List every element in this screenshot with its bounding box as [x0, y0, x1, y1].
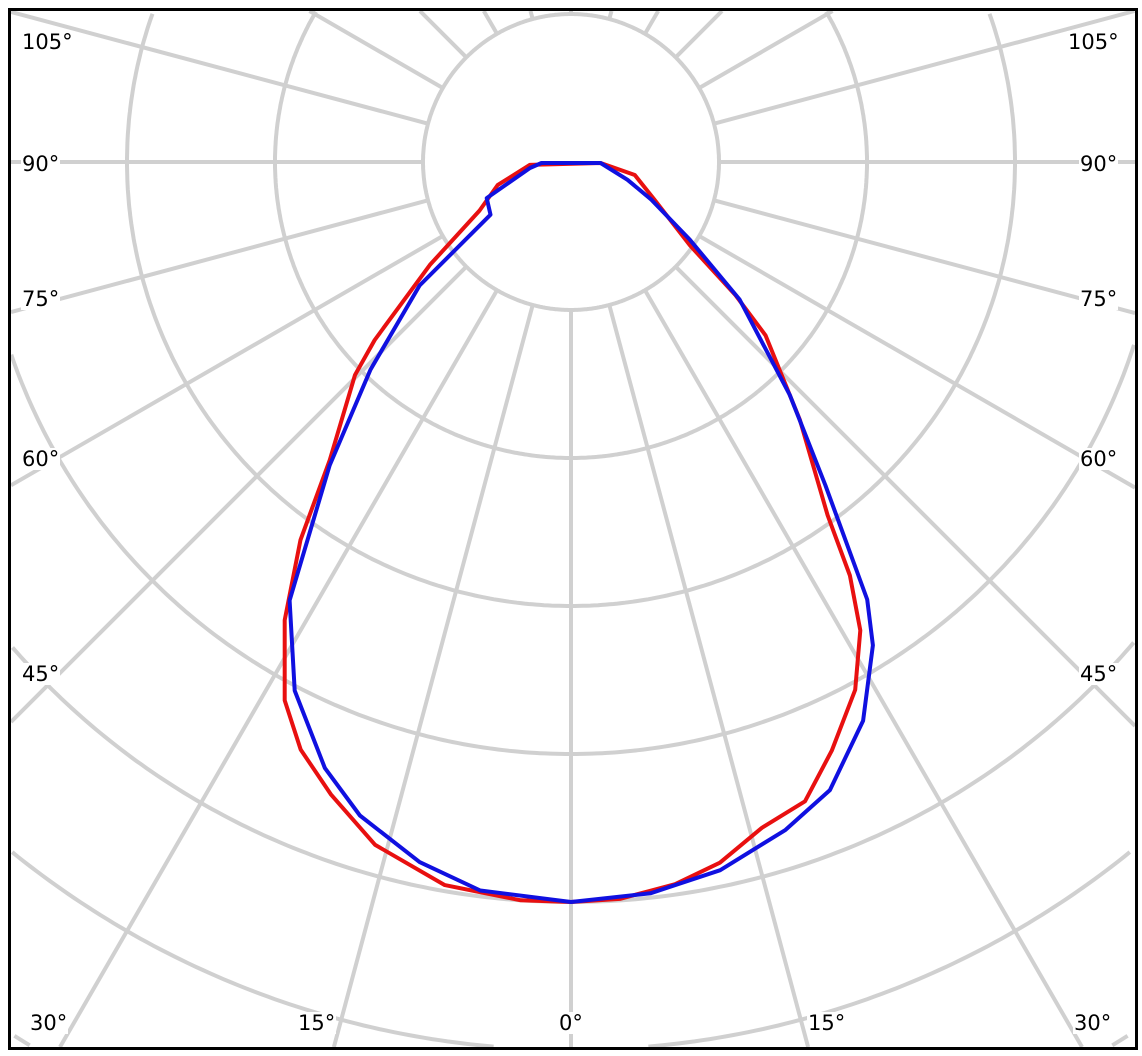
angle-label-right-45: 45°	[1079, 662, 1119, 686]
angle-label-right-75: 75°	[1079, 287, 1119, 311]
grid-spoke	[11, 265, 468, 724]
grid-spoke	[698, 11, 834, 90]
grid-spoke	[482, 11, 499, 35]
grid-spoke	[674, 11, 724, 59]
angle-label-left-60: 60°	[21, 447, 61, 471]
grid-ring	[125, 13, 1017, 608]
grid-spoke	[11, 11, 429, 126]
grid-spoke	[607, 304, 811, 1047]
angle-label-left-90: 90°	[21, 152, 61, 176]
angle-label-right-105: 105°	[1067, 30, 1120, 54]
series-curve-2	[287, 161, 875, 904]
grid-spoke	[418, 11, 468, 59]
angle-label-bottom-0: 0°	[558, 1011, 584, 1035]
grid-spoke	[713, 11, 1135, 126]
angle-label-left-75: 75°	[21, 287, 61, 311]
series-curve-1	[282, 161, 863, 904]
angle-label-bottom-15-left: 15°	[297, 1011, 337, 1035]
angle-label-left-105: 105°	[21, 30, 74, 54]
grid-spoke	[11, 198, 429, 315]
angle-label-bottom-30-right: 30°	[1073, 1011, 1113, 1035]
grid-spoke	[713, 198, 1135, 316]
grid-spoke	[331, 304, 535, 1047]
angle-label-bottom-15-right: 15°	[807, 1011, 847, 1035]
angle-label-right-90: 90°	[1079, 152, 1119, 176]
grid-spoke	[11, 234, 444, 488]
grid-spoke	[58, 289, 499, 1047]
grid-spoke	[528, 11, 535, 20]
grid-spoke	[698, 234, 1135, 490]
polar-chart-frame: 105° 90° 75° 60° 45° 105° 90° 75° 60° 45…	[8, 8, 1138, 1050]
grid-spoke	[674, 265, 1135, 728]
grid-spoke	[643, 289, 1084, 1047]
angle-label-bottom-30-left: 30°	[29, 1011, 69, 1035]
grid-ring	[11, 850, 1132, 1047]
angle-label-right-60: 60°	[1079, 447, 1119, 471]
polar-plot	[11, 11, 1135, 1047]
grid-spoke	[308, 11, 444, 90]
grid-ring	[13, 1034, 1129, 1047]
grid-ring	[11, 641, 1135, 904]
grid-spoke	[607, 11, 614, 20]
grid-spoke	[643, 11, 660, 35]
angle-label-left-45: 45°	[21, 662, 61, 686]
